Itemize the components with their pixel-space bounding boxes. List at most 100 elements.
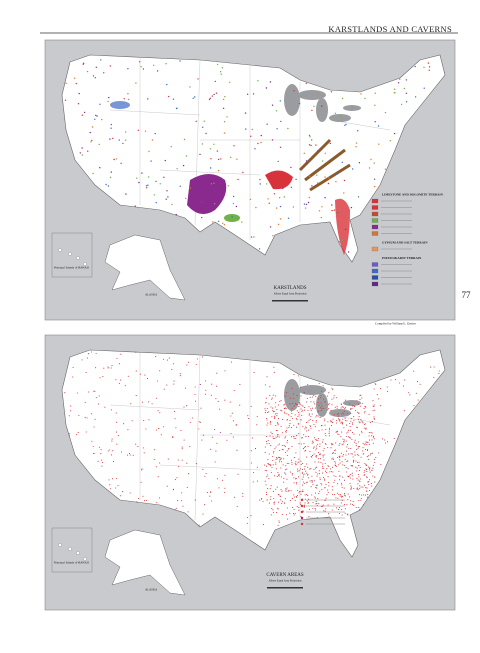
occurrence-dot [279,218,282,220]
occurrence-dot [313,437,315,439]
occurrence-dot [284,490,286,492]
occurrence-dot [295,461,297,463]
occurrence-dot [125,131,127,133]
occurrence-dot [327,465,329,467]
occurrence-dot [309,136,311,138]
occurrence-dot [320,394,322,397]
occurrence-dot [295,426,298,428]
occurrence-dot [86,417,88,419]
occurrence-dot [317,150,319,152]
occurrence-dot [252,471,255,474]
occurrence-dot [232,195,235,198]
occurrence-dot [368,483,370,486]
occurrence-dot [334,112,337,115]
occurrence-dot [110,123,113,126]
occurrence-dot [370,431,372,433]
occurrence-dot [346,420,348,422]
occurrence-dot [215,398,217,400]
great-lake [343,105,361,111]
occurrence-dot [290,186,293,188]
occurrence-dot [232,202,235,205]
occurrence-dot [183,439,185,441]
occurrence-dot [333,395,335,397]
occurrence-dot [322,476,325,478]
occurrence-dot [323,478,325,480]
occurrence-dot [323,420,325,422]
limestone-area [265,170,293,190]
occurrence-dot [181,459,183,461]
occurrence-dot [369,454,371,456]
occurrence-dot [360,394,362,396]
occurrence-dot [155,202,157,204]
occurrence-dot [182,164,185,167]
occurrence-dot [314,426,316,428]
inset-label: Principal Islands of HAWAII [54,561,89,565]
occurrence-dot [146,378,149,380]
occurrence-dot [343,439,345,441]
occurrence-dot [92,75,95,77]
occurrence-dot [344,458,346,460]
occurrence-dot [135,370,137,372]
hawaii-island [68,547,72,551]
occurrence-dot [129,492,131,494]
occurrence-dot [333,503,335,505]
occurrence-dot [147,184,149,186]
occurrence-dot [313,401,315,403]
occurrence-dot [267,422,269,424]
occurrence-dot [275,436,277,438]
occurrence-dot [347,468,349,470]
occurrence-dot [142,68,145,70]
occurrence-dot [270,406,272,408]
occurrence-dot [296,410,298,412]
occurrence-dot [358,416,360,418]
occurrence-dot [289,397,291,399]
occurrence-dot [342,406,344,408]
occurrence-dot [356,453,358,455]
occurrence-dot [90,413,92,415]
occurrence-dot [135,443,137,445]
occurrence-dot [343,479,346,481]
occurrence-dot [288,462,290,464]
occurrence-dot [293,508,295,511]
occurrence-dot [338,470,340,472]
occurrence-dot [308,508,311,510]
occurrence-dot [335,475,337,477]
occurrence-dot [137,497,140,500]
occurrence-dot [331,204,333,206]
legend-swatch [371,231,379,236]
occurrence-dot [90,141,92,143]
occurrence-dot [83,111,86,114]
occurrence-dot [175,507,177,509]
occurrence-dot [302,474,304,476]
occurrence-dot [330,420,332,422]
occurrence-dot [389,140,391,142]
occurrence-dot [297,411,300,413]
occurrence-dot [367,481,369,483]
occurrence-dot [328,485,330,487]
legend-heading: PSEUDOKARST TERRAIN [382,256,422,260]
occurrence-dot [330,409,332,411]
occurrence-dot [314,497,317,499]
occurrence-dot [347,475,349,477]
occurrence-dot [307,421,309,423]
occurrence-dot [98,446,100,448]
occurrence-dot [336,492,338,494]
occurrence-dot [328,177,330,179]
occurrence-dot [285,430,287,432]
occurrence-dot [335,497,337,499]
occurrence-dot [343,179,346,182]
occurrence-dot [157,476,159,478]
occurrence-dot [160,434,162,436]
occurrence-dot [362,447,364,449]
occurrence-dot [73,77,76,79]
occurrence-dot [311,109,313,112]
occurrence-dot [267,488,269,490]
occurrence-dot [331,444,333,446]
occurrence-dot [338,464,340,466]
occurrence-dot [300,468,302,470]
occurrence-dot [342,422,344,424]
map-title: CAVERN AREAS [266,573,303,578]
occurrence-dot [118,363,120,365]
occurrence-dot [288,426,290,429]
